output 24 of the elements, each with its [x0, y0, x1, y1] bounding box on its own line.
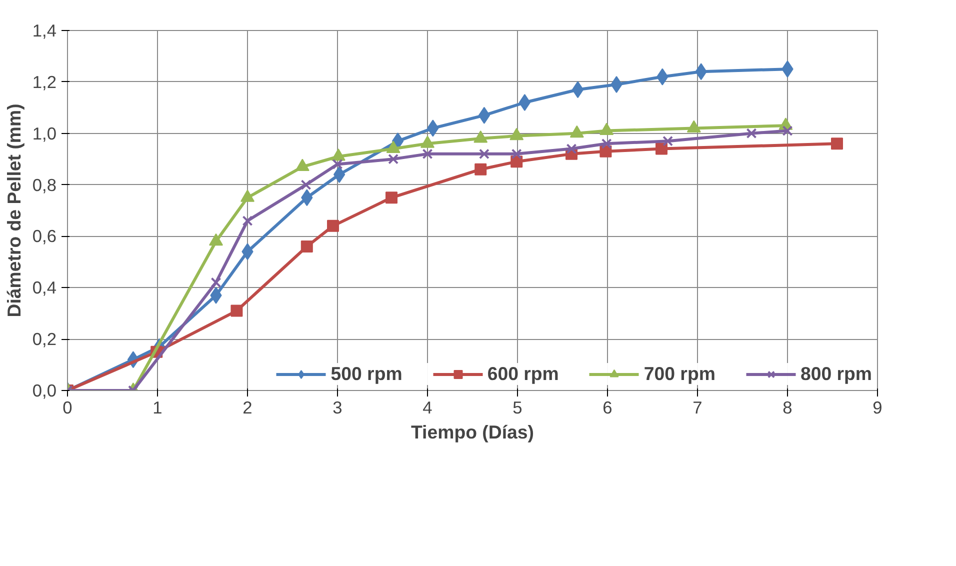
y-tick-label: 1,0	[32, 123, 57, 144]
x-tick-label: 4	[422, 398, 433, 418]
x-tick-label: 7	[692, 398, 702, 418]
y-tick-label: 1,2	[32, 72, 57, 92]
x-tick-label: 5	[512, 398, 522, 418]
x-tick-label: 2	[242, 398, 252, 418]
legend-label: 600 rpm	[487, 363, 559, 385]
x-tick-label: 0	[62, 398, 72, 418]
x-axis-title: Tiempo (Días)	[410, 422, 534, 442]
y-tick-label: 1,4	[32, 20, 57, 40]
y-axis-title: Diámetro de Pellet (mm)	[3, 104, 24, 318]
x-tick-label: 1	[152, 398, 162, 418]
x-tick-label: 3	[332, 398, 342, 418]
x-tick-label: 9	[872, 398, 882, 418]
y-tick-label: 0,6	[32, 226, 57, 246]
legend-label: 500 rpm	[330, 363, 402, 385]
legend-label: 800 rpm	[800, 363, 872, 385]
x-tick-label: 6	[602, 398, 612, 418]
y-tick-label: 0,4	[32, 278, 57, 298]
y-tick-label: 0,2	[32, 329, 57, 350]
y-tick-label: 0,8	[32, 174, 57, 195]
x-tick-label: 8	[782, 398, 792, 418]
legend-label: 700 rpm	[644, 363, 716, 385]
y-tick-label: 0,0	[32, 380, 57, 400]
